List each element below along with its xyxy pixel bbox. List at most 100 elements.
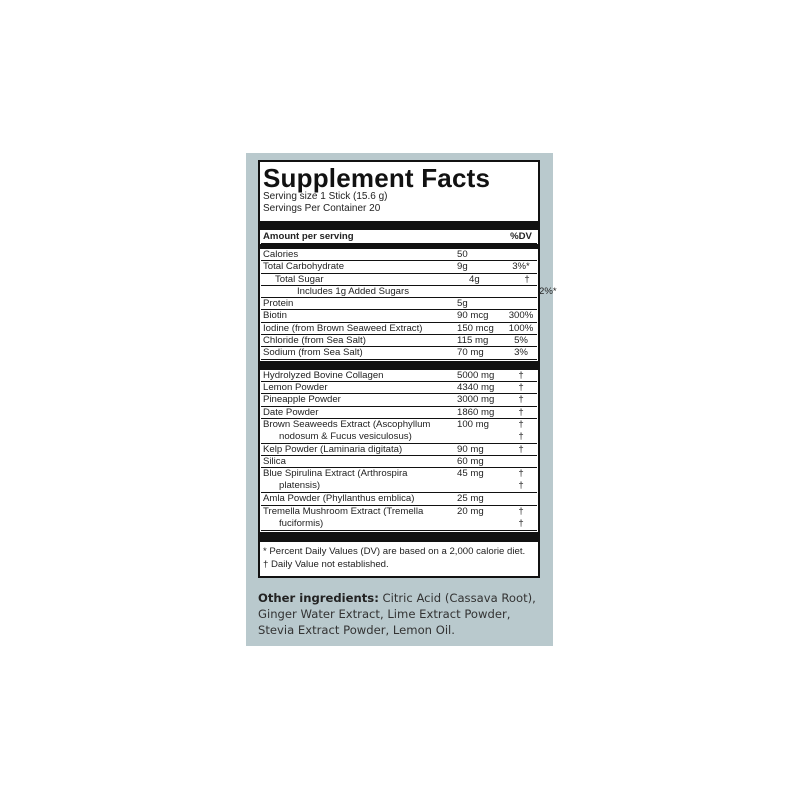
row-dv [505,456,537,467]
row-name-line: Sodium (from Sea Salt) [263,347,363,359]
row-dv-value: 300% [508,310,534,322]
divider-band [260,360,538,370]
table-row: Calories 50 [261,249,537,262]
amount-header: Amount per serving [263,231,354,242]
row-name: Silica [261,456,457,467]
row-name: Hydrolyzed Bovine Collagen [261,370,457,381]
row-name: Brown Seaweeds Extract (Ascophyllum nodos… [261,419,457,443]
row-name: Total Carbohydrate [261,261,457,272]
row-name-line: Amla Powder (Phyllanthus emblica) [263,493,415,505]
serving-size: Serving size 1 Stick (15.6 g) [263,191,388,202]
row-name: Calories [261,249,457,260]
table-row: Hydrolyzed Bovine Collagen 5000 mg † [261,370,537,382]
row-name-line: Protein [263,298,294,310]
row-dv-value: † [518,394,524,406]
table-row: Protein 5g [261,298,537,311]
row-dv: † † [505,506,537,530]
table-row: Total Sugar 4g † [261,274,537,286]
row-name: Amla Powder (Phyllanthus emblica) [261,493,457,504]
other-ingredients-text: Citric Acid (Cassava Root), Ginger Water… [258,591,536,637]
row-dv: † [505,370,537,381]
table-row: Biotin 90 mcg 300% [261,310,537,323]
row-amount: 5000 mg [457,369,495,381]
row-name-line: Silica [263,456,286,468]
row-dv: † † [505,468,537,492]
row-name-line: nodosum & Fucus vesiculosus) [279,430,412,442]
table-row: Total Carbohydrate 9g 3%* [261,261,537,274]
row-dv: † † [505,419,537,443]
row-dv-value: † [518,418,524,430]
row-dv: † [505,444,537,455]
row-name: Total Sugar [261,274,469,285]
table-row: Date Powder 1860 mg † [261,407,537,419]
row-name-line: Iodine (from Brown Seaweed Extract) [263,322,423,334]
nutrient-list: Calories 50 Total Carbohydrate 9g 3%* Total S… [260,249,557,360]
row-amount: 9g [457,261,468,273]
row-amount: 70 mg [457,347,484,359]
row-name-line: Includes 1g Added Sugars [297,285,410,297]
row-dv-value: 5% [514,335,528,347]
row-name: Iodine (from Brown Seaweed Extract) [261,323,457,334]
row-dv-value: † [518,406,524,418]
row-amount: 1860 mg [457,406,495,418]
row-amount: 50 [457,249,468,260]
row-dv: † [517,274,537,285]
footnote-dv: * Percent Daily Values (DV) are based on… [263,545,526,557]
row-dv [505,249,537,260]
row-name-line: fuciformis) [279,517,324,529]
row-dv: 3% [505,347,537,358]
row-dv-value: † [518,430,524,442]
row-amount: 5g [457,298,468,310]
row-amount: 20 mg [457,505,484,517]
table-row: Silica 60 mg [261,456,537,469]
row-dv: 3%* [505,261,537,272]
row-name-line: Tremella Mushroom Extract (Tremella [263,505,424,517]
row-amount: 150 mcg [457,322,494,334]
row-name: Kelp Powder (Laminaria digitata) [261,444,457,455]
other-ingredients: Other ingredients: Citric Acid (Cassava … [258,590,550,638]
row-name-line: Total Carbohydrate [263,261,345,273]
row-name: Includes 1g Added Sugars [261,286,491,297]
row-name-line: Date Powder [263,406,319,418]
divider-band [260,221,538,230]
row-amount: 25 mg [457,493,484,505]
table-row: Tremella Mushroom Extract (Tremella fucif… [261,506,537,531]
row-dv: † [505,382,537,393]
row-dv-value: 100% [508,322,534,334]
ingredient-list: Hydrolyzed Bovine Collagen 5000 mg † Lemon … [260,370,538,531]
table-row: Sodium (from Sea Salt) 70 mg 3% [261,347,537,360]
table-row: Pineapple Powder 3000 mg † [261,394,537,407]
table-row: Blue Spirulina Extract (Arthrospira plate… [261,468,537,494]
row-dv-value: † [518,369,524,381]
header-row: Amount per serving %DV [261,230,537,244]
row-dv-value: † [518,381,524,393]
row-amount: 90 mg [457,443,484,455]
row-name: Lemon Powder [261,382,457,393]
label-title: Supplement Facts [263,163,491,193]
row-dv [505,298,537,309]
row-amount: 4g [469,273,480,285]
row-dv-value: † [518,468,524,480]
row-dv: 2%* [539,286,557,297]
row-dv: 5% [505,335,537,346]
row-dv: † [505,407,537,418]
row-amount: 60 mg [457,456,484,468]
row-name: Chloride (from Sea Salt) [261,335,457,346]
table-row: Lemon Powder 4340 mg † [261,382,537,395]
other-ingredients-label: Other ingredients: [258,591,379,605]
dv-header: %DV [510,231,532,242]
row-amount: 3000 mg [457,394,495,406]
row-dv [505,493,537,504]
row-name-line: Biotin [263,310,287,322]
row-dv: 300% [505,310,537,321]
row-name-line: platensis) [279,480,321,492]
row-name: Biotin [261,310,457,321]
footnotes: * Percent Daily Values (DV) are based on… [260,542,538,574]
row-name-line: Brown Seaweeds Extract (Ascophyllum [263,418,431,430]
servings-per-container: Servings Per Container 20 [263,203,381,214]
row-name-line: Blue Spirulina Extract (Arthrospira [263,468,408,480]
row-name-line: Pineapple Powder [263,394,341,406]
row-dv-value: † [518,505,524,517]
row-amount [491,286,539,297]
divider-band [260,244,538,249]
